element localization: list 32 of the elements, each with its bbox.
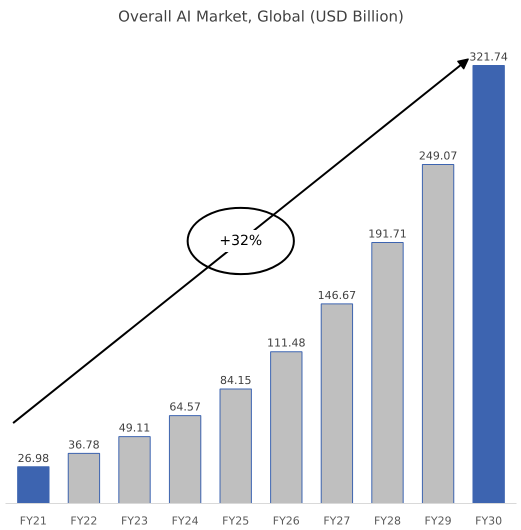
data-label: 146.67: [318, 288, 356, 302]
bar: [371, 242, 404, 504]
bar: [17, 466, 50, 504]
x-tick-label: FY27: [323, 514, 350, 528]
data-label: 84.15: [220, 374, 252, 387]
bar: [320, 303, 354, 504]
x-tick-label: FY28: [374, 514, 402, 528]
data-label: 321.74: [469, 50, 508, 64]
x-tick-label: FY26: [272, 514, 300, 528]
data-label: 36.78: [68, 438, 100, 452]
x-tick-label: FY29: [424, 514, 452, 528]
data-label: 64.57: [169, 400, 201, 414]
data-label: 26.98: [18, 452, 50, 465]
bar: [168, 415, 202, 504]
x-tick-label: FY21: [20, 514, 47, 528]
data-label: 249.07: [418, 149, 458, 162]
x-tick-label: FY25: [222, 514, 250, 528]
bar: [68, 452, 100, 504]
data-label: 191.71: [368, 228, 407, 241]
x-tick-label: FY22: [70, 514, 98, 528]
x-tick-label: FY23: [120, 514, 148, 528]
bar: [472, 65, 505, 504]
annotation: +32%: [219, 232, 262, 249]
x-tick-label: FY24: [172, 514, 199, 528]
bar: [118, 436, 151, 504]
bar: [270, 351, 302, 504]
data-label: 111.48: [267, 336, 306, 350]
bar: [422, 164, 454, 504]
data-label: 49.11: [118, 422, 150, 435]
bar: [220, 388, 252, 504]
x-tick-label: FY30: [475, 514, 502, 528]
chart-title: Overall AI Market, Global (USD Billion): [118, 8, 404, 26]
